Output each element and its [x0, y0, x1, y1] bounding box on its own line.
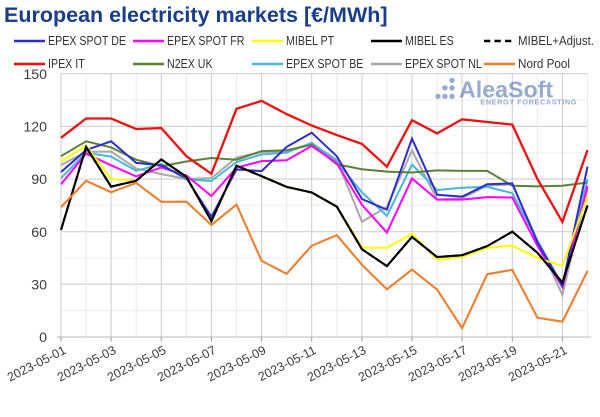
svg-text:ENERGY FORECASTING: ENERGY FORECASTING [480, 98, 577, 107]
svg-text:30: 30 [31, 278, 47, 294]
svg-text:150: 150 [23, 67, 47, 83]
svg-text:120: 120 [23, 120, 47, 136]
svg-text:60: 60 [31, 225, 47, 241]
svg-text:0: 0 [39, 330, 47, 346]
svg-text:90: 90 [31, 172, 47, 188]
svg-text:AleaSoft: AleaSoft [459, 77, 553, 103]
